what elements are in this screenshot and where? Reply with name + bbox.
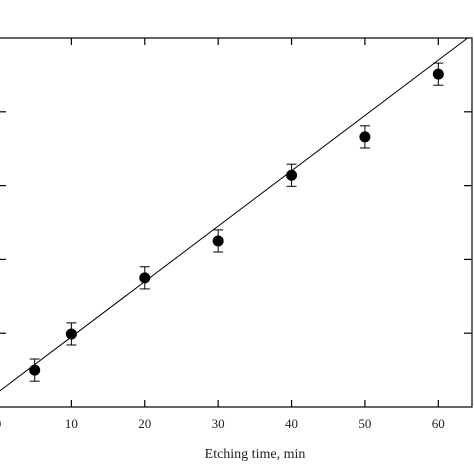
data-point (432, 68, 444, 80)
data-point (286, 169, 298, 181)
x-tick-label: 10 (65, 416, 78, 431)
x-tick-label: 0 (0, 416, 1, 431)
data-point (359, 131, 371, 143)
x-tick-label: 40 (285, 416, 298, 431)
x-tick-label: 50 (358, 416, 371, 431)
data-point (65, 328, 77, 340)
x-tick-label: 20 (138, 416, 151, 431)
x-axis-label: Etching time, min (205, 447, 306, 462)
data-point (139, 272, 151, 284)
data-point (29, 364, 41, 376)
x-tick-label: 30 (212, 416, 225, 431)
plot-frame (0, 37, 473, 408)
x-tick-label: 60 (432, 416, 445, 431)
data-point (212, 235, 224, 247)
